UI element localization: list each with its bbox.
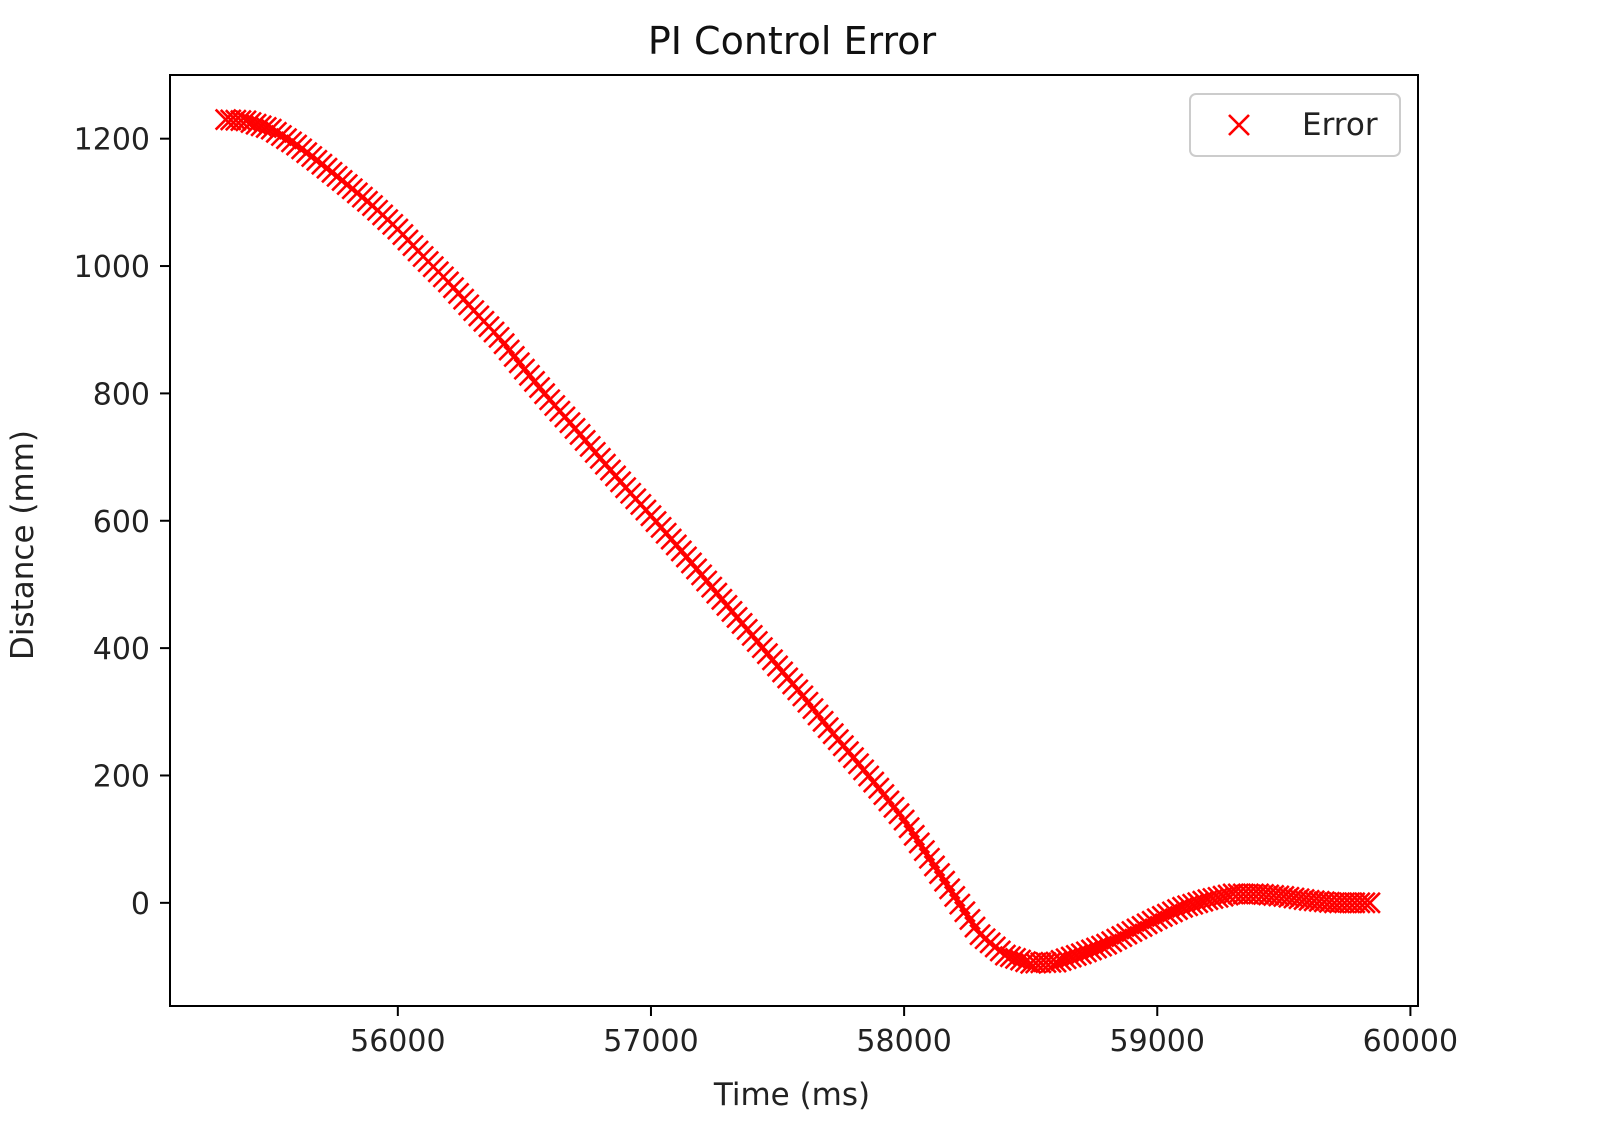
x-axis-label: Time (ms) bbox=[713, 1077, 870, 1113]
data-point bbox=[1348, 891, 1371, 914]
y-tick-label: 400 bbox=[93, 632, 150, 667]
y-tick-label: 200 bbox=[93, 759, 150, 794]
data-point bbox=[1222, 883, 1245, 905]
x-tick-label: 57000 bbox=[603, 1024, 698, 1059]
data-point bbox=[1115, 923, 1138, 945]
data-point bbox=[270, 124, 293, 147]
data-point bbox=[275, 127, 298, 150]
plot-marks bbox=[214, 108, 1381, 975]
x-tick-label: 59000 bbox=[1110, 1024, 1205, 1059]
data-point bbox=[1333, 891, 1356, 914]
legend-marker-x-icon bbox=[1228, 114, 1250, 136]
data-point bbox=[1136, 912, 1159, 935]
data-point bbox=[1343, 891, 1366, 914]
legend-label-error: Error bbox=[1302, 107, 1378, 143]
data-point bbox=[1328, 891, 1351, 914]
y-tick-label: 600 bbox=[93, 505, 150, 540]
y-tick-label: 800 bbox=[93, 377, 150, 412]
y-axis-ticks: 0 200 400 600 800 1000 1200 bbox=[74, 123, 170, 922]
x-axis-ticks: 56000 57000 58000 59000 60000 bbox=[350, 1006, 1458, 1059]
legend-box bbox=[1189, 93, 1401, 157]
x-tick-label: 56000 bbox=[350, 1024, 445, 1059]
x-tick-label: 58000 bbox=[856, 1024, 951, 1059]
data-point bbox=[1121, 920, 1143, 943]
data-point bbox=[280, 130, 303, 153]
legend: Error bbox=[1189, 93, 1401, 157]
y-tick-label: 0 bbox=[131, 887, 150, 922]
data-point bbox=[1353, 891, 1376, 914]
data-point bbox=[1232, 883, 1255, 905]
data-point bbox=[1131, 915, 1153, 938]
chart-title: PI Control Error bbox=[648, 19, 937, 63]
data-point bbox=[1227, 883, 1250, 905]
data-point bbox=[1110, 925, 1133, 948]
data-point bbox=[1100, 930, 1123, 953]
y-tick-label: 1000 bbox=[74, 250, 150, 285]
data-point bbox=[265, 121, 288, 144]
data-point bbox=[1126, 918, 1148, 940]
y-axis-label: Distance (mm) bbox=[5, 430, 41, 660]
data-point bbox=[1105, 928, 1128, 951]
data-point bbox=[1358, 891, 1381, 914]
x-tick-label: 60000 bbox=[1363, 1024, 1458, 1059]
data-point bbox=[1323, 891, 1346, 914]
axes-frame bbox=[169, 74, 1419, 1007]
y-tick-label: 1200 bbox=[74, 123, 150, 158]
data-point bbox=[260, 118, 283, 141]
data-point bbox=[1338, 891, 1361, 914]
data-point bbox=[1095, 933, 1118, 956]
